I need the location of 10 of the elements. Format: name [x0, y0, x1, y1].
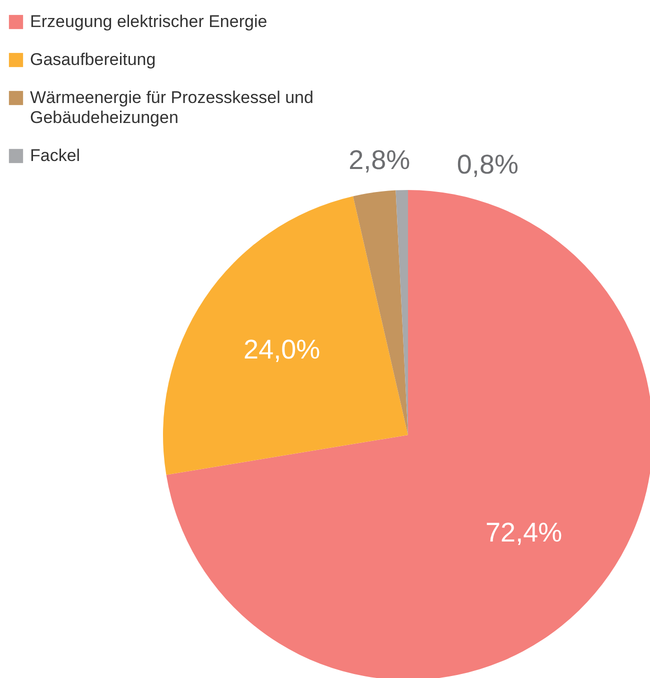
legend-label: Wärmeenergie für Prozesskessel und Gebäudeheizungen: [30, 88, 314, 127]
pie-slice: [163, 196, 408, 475]
data-label: 0,8%: [456, 150, 518, 180]
data-label: 24,0%: [244, 334, 320, 364]
legend-label: Erzeugung elektrischer Energie: [30, 12, 268, 31]
legend-label: Gasaufbereitung: [30, 50, 156, 69]
data-label: 2,8%: [348, 145, 410, 176]
data-label: 72,4%: [486, 517, 562, 548]
pie-slice: [353, 190, 408, 435]
legend-label: Fackel: [30, 146, 80, 165]
